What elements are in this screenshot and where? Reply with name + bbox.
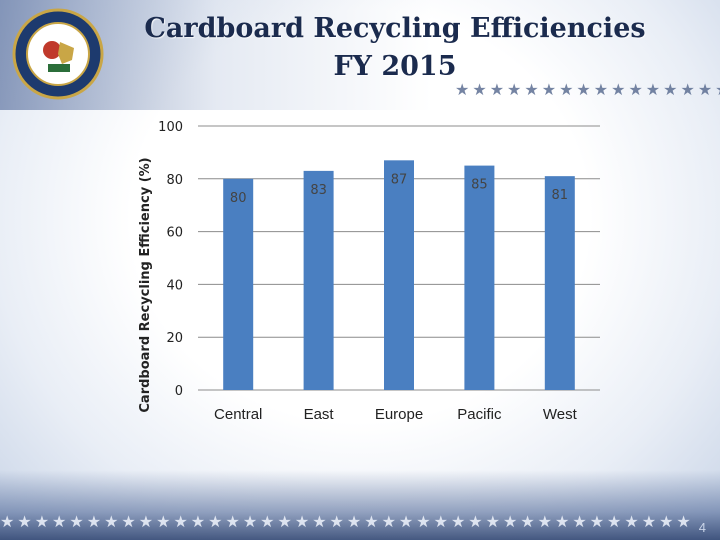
header-background (0, 0, 720, 110)
x-tick-label: West (543, 406, 578, 423)
data-label: 85 (471, 178, 488, 193)
decorative-stars-bottom: ★★★★★★★★★★★★★★★★★★★★★★★★★★★★★★★★★★★★★★★★ (0, 514, 694, 531)
x-tick-label: Europe (375, 406, 423, 423)
data-label: 83 (310, 183, 327, 198)
y-axis-title: Cardboard Recycling Efficiency (%) (138, 157, 153, 412)
slide-title: Cardboard Recycling Efficiencies FY 2015 (120, 10, 670, 86)
bar-west (544, 176, 575, 390)
y-tick-label: 0 (175, 384, 183, 399)
bar-pacific (464, 165, 495, 390)
y-tick-label: 40 (166, 278, 183, 293)
decorative-stars-top: ★★★★★★★★★★★★★★★★★★★★ (455, 82, 720, 99)
x-tick-label: Pacific (457, 406, 502, 423)
footer-background (0, 470, 720, 540)
y-tick-label: 100 (158, 120, 183, 135)
page-number: 4 (698, 520, 706, 535)
y-tick-label: 80 (166, 173, 183, 188)
bar-central (223, 178, 254, 390)
y-tick-label: 20 (166, 331, 183, 346)
slide-title-line-2: FY 2015 (333, 51, 457, 82)
x-tick-label: Central (214, 406, 262, 423)
bar-europe (384, 160, 414, 390)
y-tick-label: 60 (166, 226, 183, 241)
bar-east (303, 170, 334, 390)
agency-seal-icon (12, 8, 104, 100)
x-tick-label: East (304, 406, 335, 423)
data-label: 81 (552, 188, 569, 203)
slide-title-line-1: Cardboard Recycling Efficiencies (144, 13, 646, 44)
data-label: 87 (391, 172, 408, 187)
data-label: 80 (230, 191, 247, 206)
